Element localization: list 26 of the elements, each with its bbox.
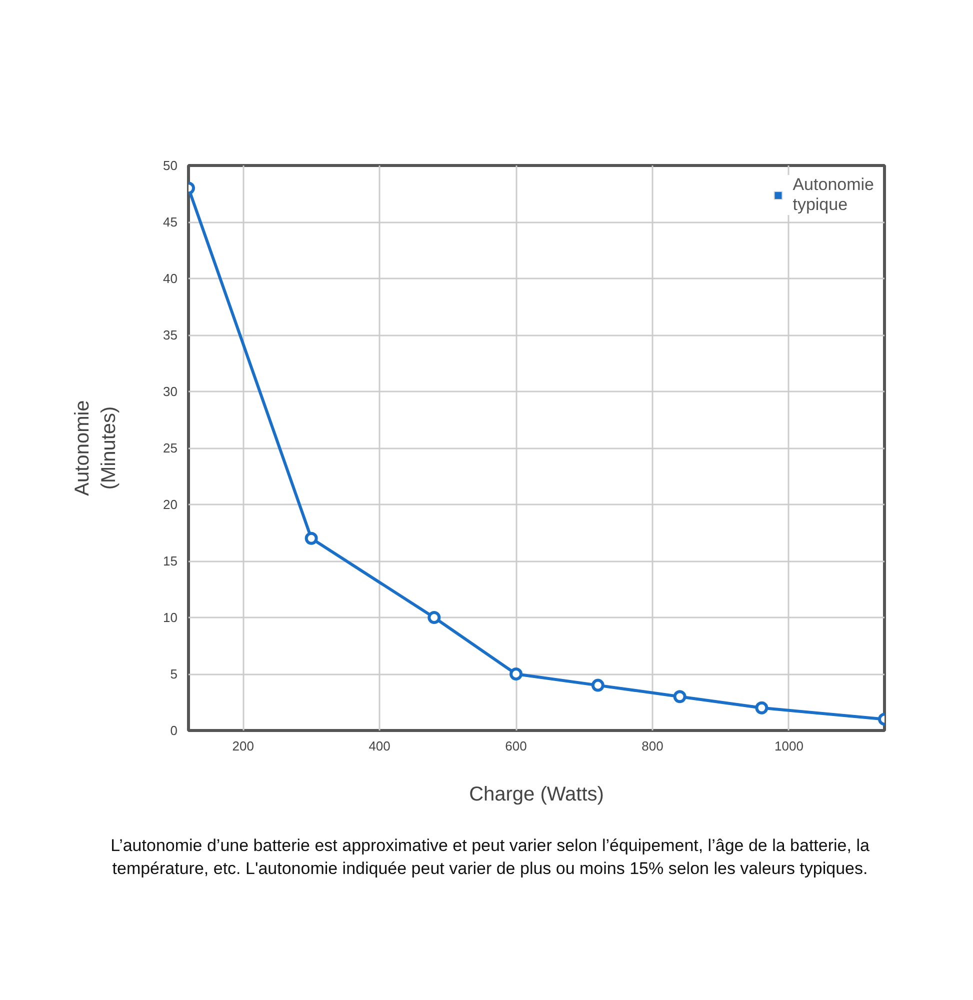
- point: [428, 611, 441, 624]
- y-tick-label: 20: [163, 497, 178, 512]
- y-tick-label: 10: [163, 610, 178, 625]
- point: [591, 678, 604, 692]
- point: [304, 532, 318, 545]
- y-tick-label: 40: [163, 271, 178, 286]
- point: [673, 690, 686, 704]
- y-tick-label: 35: [163, 328, 178, 342]
- y-tick-label: 0: [170, 723, 178, 738]
- x-tick-label: 200: [232, 738, 254, 754]
- y-tick-label: 15: [163, 554, 178, 568]
- y-tick-label: 50: [163, 158, 178, 173]
- x-tick-label: 600: [505, 738, 527, 754]
- y-axis-title: Autonomie (Minutes): [72, 400, 120, 496]
- y-tick-label: 25: [163, 440, 178, 456]
- y-tick-label: 5: [170, 666, 178, 682]
- x-axis-title: Charge (Watts): [469, 784, 604, 806]
- point: [510, 668, 523, 680]
- y-tick-label: 45: [163, 214, 178, 230]
- legend-label: Autonomie typique: [792, 175, 874, 215]
- x-tick-label: 400: [368, 738, 390, 754]
- x-tick-label: 1000: [774, 738, 804, 754]
- x-tick-label: 800: [642, 738, 664, 754]
- y-tick-label: 30: [163, 384, 178, 399]
- point: [755, 701, 768, 714]
- text: L’autonomie d’une batterie est approximative et peut varier selon l’équipement, l’âge de la batterie, la température, etc. L'autonomie indiquée peut varier de plus ou moins 15% selon les valeurs typiques.: [110, 835, 870, 880]
